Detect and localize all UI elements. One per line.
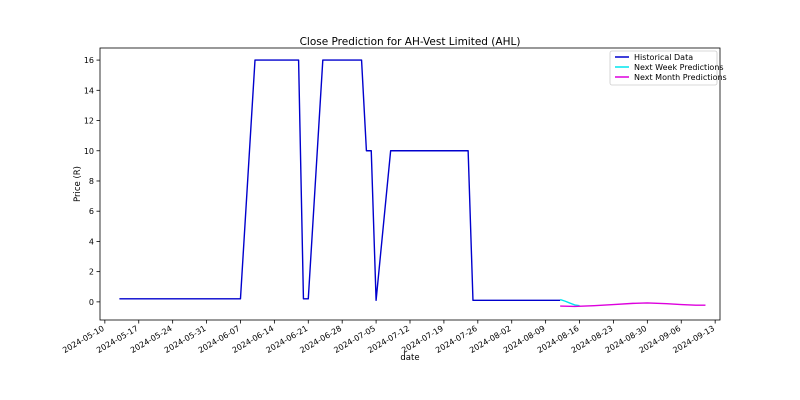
series-next-month-predictions-line [560, 302, 706, 308]
y-tick-label: 12 [84, 117, 94, 126]
y-axis-label: Price (R) [73, 166, 83, 202]
legend: Historical Data Next Week Predictions Ne… [609, 50, 727, 86]
x-axis: 2024-05-102024-05-172024-05-242024-05-31… [61, 320, 716, 355]
y-tick-label: 2 [89, 268, 94, 277]
y-tick-label: 14 [84, 86, 94, 95]
series-layer [119, 59, 706, 308]
chart-title: Close Prediction for AH-Vest Limited (AH… [300, 36, 521, 48]
legend-label-historical: Historical Data [634, 53, 693, 62]
x-axis-label: date [400, 353, 419, 363]
plot-area [99, 47, 721, 321]
y-tick-label: 16 [84, 56, 94, 65]
legend-label-next-month: Next Month Predictions [634, 73, 727, 82]
series-historical-data-line [119, 59, 561, 302]
series-next-week-predictions-line [559, 298, 580, 307]
y-tick-label: 8 [89, 177, 94, 186]
y-tick-label: 10 [84, 147, 94, 156]
legend-box [609, 50, 718, 86]
legend-label-next-week: Next Week Predictions [634, 63, 724, 72]
y-tick-label: 0 [89, 298, 94, 307]
y-tick-label: 4 [89, 237, 94, 246]
y-tick-label: 6 [89, 207, 94, 216]
y-axis: 0 2 4 6 8 10 12 14 16 [84, 56, 100, 307]
